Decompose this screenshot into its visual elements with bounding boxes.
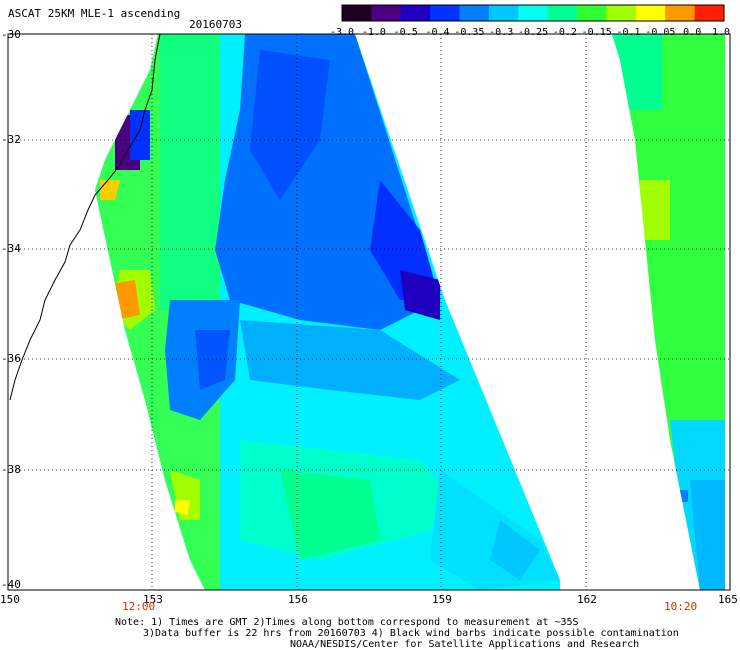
colorbar-frame — [341, 4, 725, 22]
lat-lon-grid — [8, 34, 730, 590]
colorbar-tick-label: 1.0 — [712, 27, 731, 38]
colorbar-tick-label: -0.2 — [552, 27, 577, 38]
time-label: 10:20 — [664, 600, 698, 613]
colorbar-tick-label: -0.15 — [581, 27, 612, 38]
x-tick-label: 153 — [143, 593, 163, 606]
time-label: 12:00 — [122, 600, 156, 613]
colorbar-segment — [342, 5, 372, 21]
colorbar-tick-label: -1.0 — [361, 27, 386, 38]
map-title: ASCAT 25KM MLE-1 ascending — [8, 7, 181, 20]
footer-note-2: 3)Data buffer is 22 hrs from 20160703 4)… — [143, 628, 679, 639]
colorbar-segment — [665, 5, 696, 21]
colorbar-segment — [577, 5, 607, 21]
colorbar-tick-label: -3.0 — [330, 27, 355, 38]
x-tick-label: 150 — [0, 593, 20, 606]
footer-note-1: Note: 1) Times are GMT 2)Times along bot… — [115, 617, 579, 628]
colorbar-segment — [371, 5, 402, 21]
y-tick-label: -30 — [1, 28, 21, 41]
colorbar-segment — [606, 5, 637, 21]
colorbar-tick-label: 0.0 — [683, 27, 702, 38]
colorbar-segment — [694, 5, 725, 21]
map-date: 20160703 — [189, 18, 242, 31]
swath-east — [612, 34, 725, 590]
footer-note-3: NOAA/NESDIS/Center for Satellite Applica… — [290, 639, 640, 650]
colorbar-tick-label: -0.25 — [518, 27, 549, 38]
colorbar-segment — [459, 5, 490, 21]
colorbar-segment — [518, 5, 549, 21]
colorbar-segment — [430, 5, 461, 21]
colorbar-tick-label: -0.35 — [454, 27, 485, 38]
colorbar-tick-label: -0.3 — [489, 27, 514, 38]
colorbar-tick-label: -0.5 — [393, 27, 418, 38]
colorbar-segment — [547, 5, 578, 21]
x-tick-label: 162 — [577, 593, 597, 606]
x-tick-label: 159 — [432, 593, 452, 606]
y-tick-label: -34 — [1, 242, 21, 255]
colorbar-segment — [488, 5, 519, 21]
colorbar-tick-label: -0.4 — [425, 27, 450, 38]
x-tick-label: 165 — [718, 593, 738, 606]
x-tick-label: 156 — [288, 593, 308, 606]
swath-west — [95, 34, 560, 590]
y-tick-label: -38 — [1, 463, 21, 476]
colorbar-tick-label: -0.1 — [616, 27, 641, 38]
colorbar-segment — [400, 5, 431, 21]
coastline — [9, 33, 161, 401]
y-tick-label: -40 — [1, 578, 21, 591]
colorbar-tick-label: -0.05 — [645, 27, 676, 38]
y-tick-label: -32 — [1, 133, 21, 146]
y-tick-label: -36 — [1, 352, 21, 365]
colorbar-segment — [635, 5, 666, 21]
colorbar — [341, 4, 725, 22]
map-frame — [7, 33, 731, 591]
